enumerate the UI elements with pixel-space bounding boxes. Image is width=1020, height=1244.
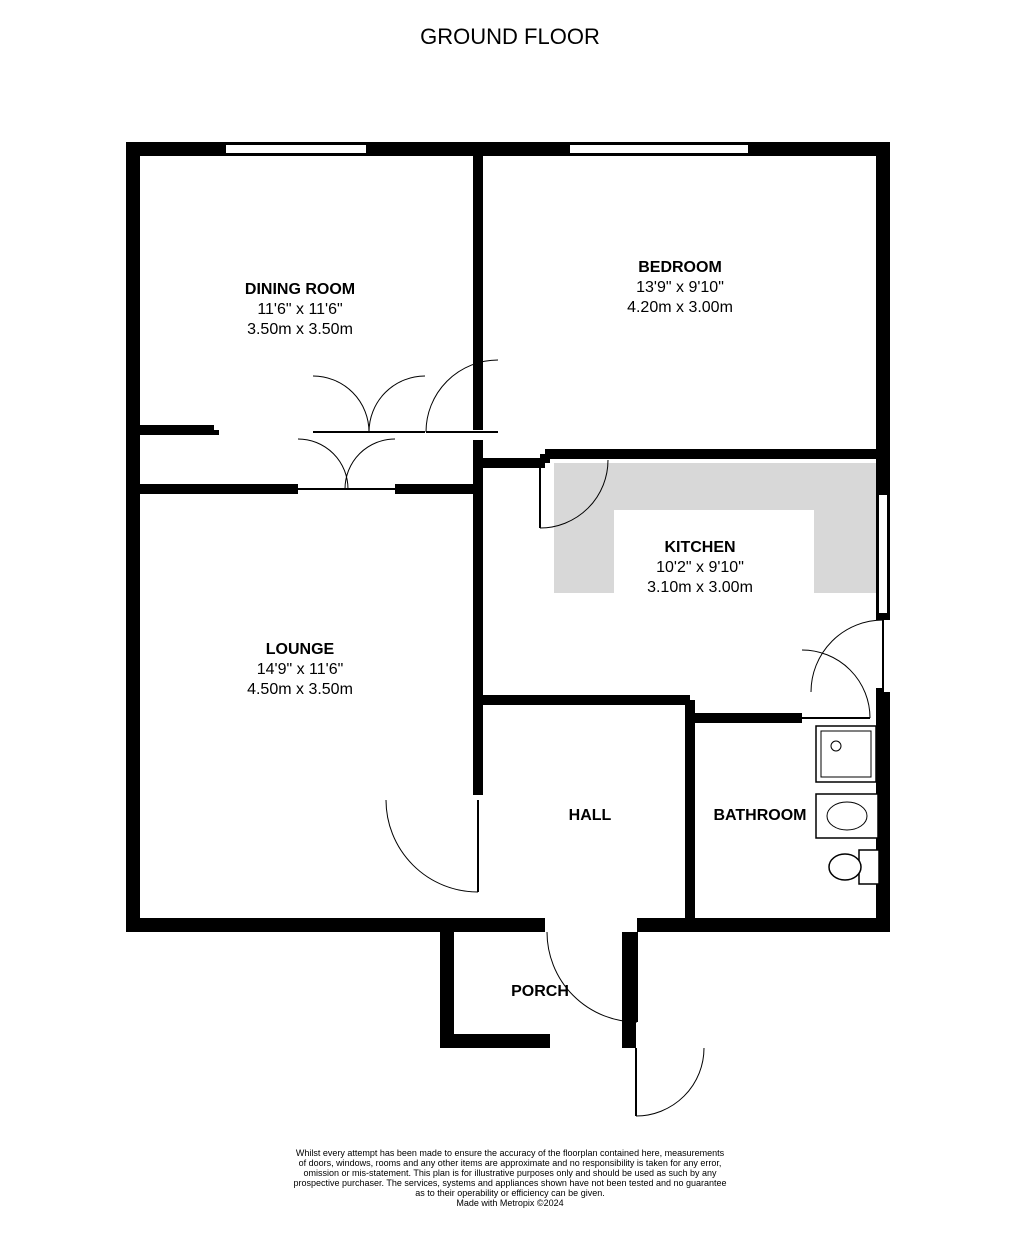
disclaimer-line4: prospective purchaser. The services, sys… — [293, 1178, 726, 1188]
lounge-imperial: 14'9" x 11'6" — [200, 660, 400, 680]
kitchen-metric: 3.10m x 3.00m — [600, 578, 800, 598]
dining-room-name: DINING ROOM — [200, 280, 400, 300]
disclaimer-line3: omission or mis-statement. This plan is … — [303, 1168, 716, 1178]
disclaimer-line6: Made with Metropix ©2024 — [456, 1198, 563, 1208]
kitchen-imperial: 10'2" x 9'10" — [600, 558, 800, 578]
lounge-name: LOUNGE — [200, 640, 400, 660]
dining-room-metric: 3.50m x 3.50m — [200, 320, 400, 340]
kitchen-name: KITCHEN — [600, 538, 800, 558]
floor-title: GROUND FLOOR — [0, 24, 1020, 50]
bathroom-label: BATHROOM — [660, 806, 860, 826]
lounge-label: LOUNGE 14'9" x 11'6" 4.50m x 3.50m — [200, 640, 400, 700]
dining-room-label: DINING ROOM 11'6" x 11'6" 3.50m x 3.50m — [200, 280, 400, 340]
floorplan-svg — [0, 0, 1020, 1244]
bedroom-imperial: 13'9" x 9'10" — [580, 278, 780, 298]
disclaimer-line5: as to their operability or efficiency ca… — [415, 1188, 604, 1198]
disclaimer-text: Whilst every attempt has been made to en… — [130, 1148, 890, 1208]
bathroom-name: BATHROOM — [660, 806, 860, 826]
porch-name: PORCH — [440, 982, 640, 1002]
bedroom-label: BEDROOM 13'9" x 9'10" 4.20m x 3.00m — [580, 258, 780, 318]
bedroom-name: BEDROOM — [580, 258, 780, 278]
disclaimer-line1: Whilst every attempt has been made to en… — [296, 1148, 724, 1158]
lounge-metric: 4.50m x 3.50m — [200, 680, 400, 700]
bedroom-metric: 4.20m x 3.00m — [580, 298, 780, 318]
dining-room-imperial: 11'6" x 11'6" — [200, 300, 400, 320]
kitchen-label: KITCHEN 10'2" x 9'10" 3.10m x 3.00m — [600, 538, 800, 598]
porch-label: PORCH — [440, 982, 640, 1002]
disclaimer-line2: of doors, windows, rooms and any other i… — [299, 1158, 722, 1168]
